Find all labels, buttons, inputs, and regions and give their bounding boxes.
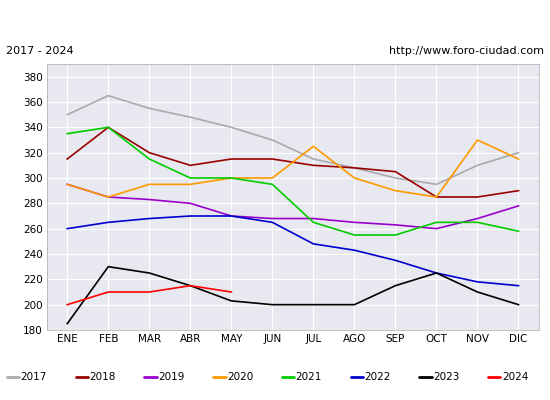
Text: 2020: 2020 <box>227 372 253 382</box>
Text: 2017: 2017 <box>21 372 47 382</box>
Text: 2018: 2018 <box>89 372 116 382</box>
Text: http://www.foro-ciudad.com: http://www.foro-ciudad.com <box>389 46 544 56</box>
Text: 2023: 2023 <box>433 372 459 382</box>
Text: Evolucion del paro registrado en Puebla de Sancho Pérez: Evolucion del paro registrado en Puebla … <box>85 14 465 28</box>
Text: 2024: 2024 <box>502 372 528 382</box>
Text: 2022: 2022 <box>364 372 390 382</box>
Text: 2021: 2021 <box>296 372 322 382</box>
Text: 2017 - 2024: 2017 - 2024 <box>6 46 73 56</box>
Text: 2019: 2019 <box>158 372 184 382</box>
